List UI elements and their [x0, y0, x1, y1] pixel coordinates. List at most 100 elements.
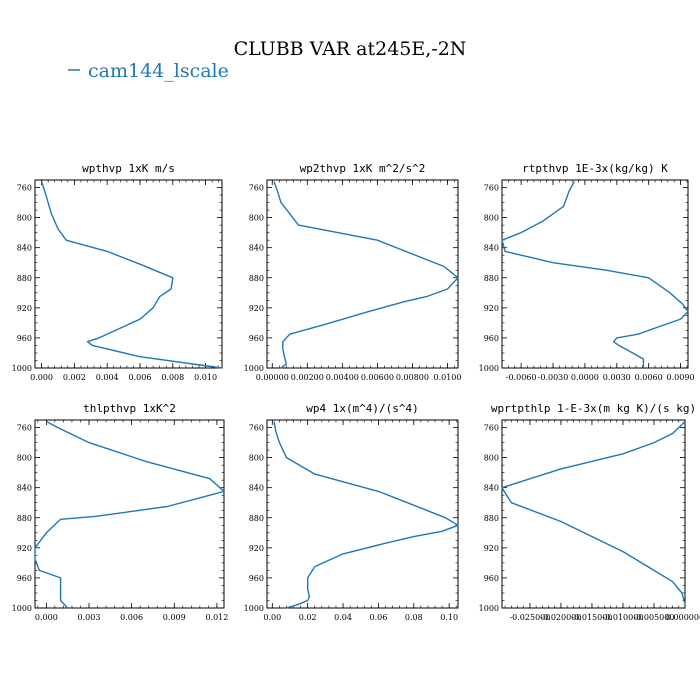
y-tick-label: 840: [249, 244, 264, 253]
y-tick-label: 920: [249, 304, 264, 313]
panel-title: wprtpthlp 1-E-3x(m kg K)/(s kg): [491, 402, 696, 415]
y-tick-label: 800: [249, 454, 264, 463]
y-tick-label: 880: [17, 274, 32, 283]
x-tick-label: -0.015000: [572, 613, 613, 622]
y-tick-label: 760: [17, 184, 32, 193]
series-line: [273, 421, 459, 609]
y-tick-label: 960: [484, 574, 499, 583]
y-tick-label: 840: [17, 484, 32, 493]
x-tick-label: 0.00600: [361, 373, 394, 382]
panel-1: wpthvp 1xK m/s 0.000 0.002 0.004 0.006 0.008 0…: [12, 162, 223, 382]
x-tick-label: 0.003: [78, 613, 101, 622]
y-tick-label: 760: [249, 184, 264, 193]
x-tick-label: 0.00800: [396, 373, 429, 382]
plot-frame: [501, 179, 689, 369]
y-tick-label: 920: [484, 544, 499, 553]
panel-6: wprtpthlp 1-E-3x(m kg K)/(s kg) -0.025000…: [479, 402, 700, 622]
y-tick-label: 960: [249, 574, 264, 583]
x-tick-label: 0.004: [96, 373, 119, 382]
x-tick-label: -0.0060: [506, 373, 537, 382]
figure-title: CLUBB VAR at245E,-2N: [234, 38, 467, 60]
plot-frame: [266, 419, 459, 609]
x-tick-label: 0.0060: [635, 373, 663, 382]
plot-frame: [501, 419, 686, 609]
x-tick-label: 0.08: [405, 613, 423, 622]
series-line: [273, 181, 459, 369]
y-tick-label: 760: [249, 424, 264, 433]
panel-3: rtpthvp 1E-3x(kg/kg) K-0.0060 -0.0030 0.00…: [479, 162, 695, 382]
x-tick-label: 0.00000: [256, 373, 289, 382]
y-tick-label: 880: [249, 514, 264, 523]
y-tick-label: 1000: [12, 604, 32, 613]
plot-frame: [34, 179, 223, 369]
panels: wpthvp 1xK m/s0.000 0.002 0.004 0.006 0.008 0…: [12, 162, 700, 622]
panel-title: rtpthvp 1E-3x(kg/kg) K: [522, 162, 668, 175]
x-tick-label: 0.0090: [667, 373, 695, 382]
y-tick-label: 920: [17, 544, 32, 553]
y-tick-label: 880: [249, 274, 264, 283]
x-tick-label: 0.0000: [571, 373, 599, 382]
y-tick-label: 1000: [12, 364, 32, 373]
x-tick-label: 0.00: [263, 613, 281, 622]
y-tick-label: 960: [484, 334, 499, 343]
x-tick-label: 0.006: [120, 613, 143, 622]
legend: cam144_lscale: [68, 60, 229, 82]
y-tick-label: 880: [484, 514, 499, 523]
series-line: [501, 420, 686, 605]
y-tick-label: 760: [17, 424, 32, 433]
legend-label: cam144_lscale: [88, 60, 229, 82]
y-tick-label: 1000: [479, 364, 499, 373]
y-tick-label: 960: [17, 334, 32, 343]
x-tick-label: 0.008: [161, 373, 184, 382]
plot-frame: [34, 419, 225, 609]
x-tick-label: -0.020000: [540, 613, 581, 622]
y-tick-label: 800: [484, 214, 499, 223]
x-tick-label: -0.025000: [509, 613, 550, 622]
panel-title: wp2thvp 1xK m^2/s^2: [300, 162, 426, 175]
x-tick-label: 0.010: [194, 373, 217, 382]
x-tick-label: 0.000: [35, 613, 58, 622]
x-tick-label: 0.00400: [326, 373, 359, 382]
x-tick-label: -0.010000: [603, 613, 644, 622]
y-tick-label: 880: [17, 514, 32, 523]
x-tick-label: 0.06: [370, 613, 388, 622]
y-tick-label: 840: [17, 244, 32, 253]
y-tick-label: 1000: [244, 604, 264, 613]
y-tick-label: 800: [249, 214, 264, 223]
panel-5: wp4 1x(m^4)/(s^4) 0.00 0.02 0.04 0.06 0.08 0.1…: [244, 402, 459, 622]
y-tick-label: 920: [484, 304, 499, 313]
x-tick-label: 0.02: [299, 613, 317, 622]
x-tick-label: 0.012: [205, 613, 228, 622]
x-tick-label: 0.000: [30, 373, 53, 382]
plot-frame: [266, 179, 459, 369]
y-tick-label: 960: [17, 574, 32, 583]
y-tick-label: 800: [17, 454, 32, 463]
y-tick-label: 920: [249, 544, 264, 553]
x-tick-label: -0.0030: [538, 373, 569, 382]
x-tick-label: 0.0030: [603, 373, 631, 382]
y-tick-label: 840: [249, 484, 264, 493]
y-tick-label: 920: [17, 304, 32, 313]
series-line: [40, 181, 223, 369]
y-tick-label: 840: [484, 244, 499, 253]
x-tick-label: 0.0100: [433, 373, 461, 382]
y-tick-label: 1000: [479, 604, 499, 613]
panel-4: thlpthvp 1xK^2 0.000 0.003 0.006 0.009 0.012 7…: [12, 402, 229, 622]
x-tick-label: 0.10: [440, 613, 458, 622]
panel-title: wpthvp 1xK m/s: [82, 162, 175, 175]
y-tick-label: 800: [17, 214, 32, 223]
y-tick-label: 880: [484, 274, 499, 283]
panel-2: wp2thvp 1xK m^2/s^2 0.00000 0.00200 0.00400…: [244, 162, 462, 382]
x-tick-label: 0.002: [63, 373, 86, 382]
series-line: [501, 181, 689, 368]
y-tick-label: 840: [484, 484, 499, 493]
panel-title: wp4 1x(m^4)/(s^4): [306, 402, 419, 415]
x-tick-label: -0.005000: [634, 613, 675, 622]
x-tick-label: 0.009: [163, 613, 186, 622]
y-tick-label: 1000: [244, 364, 264, 373]
x-tick-label: 0.04: [334, 613, 352, 622]
y-tick-label: 760: [484, 424, 499, 433]
x-tick-label: 0.006: [129, 373, 152, 382]
